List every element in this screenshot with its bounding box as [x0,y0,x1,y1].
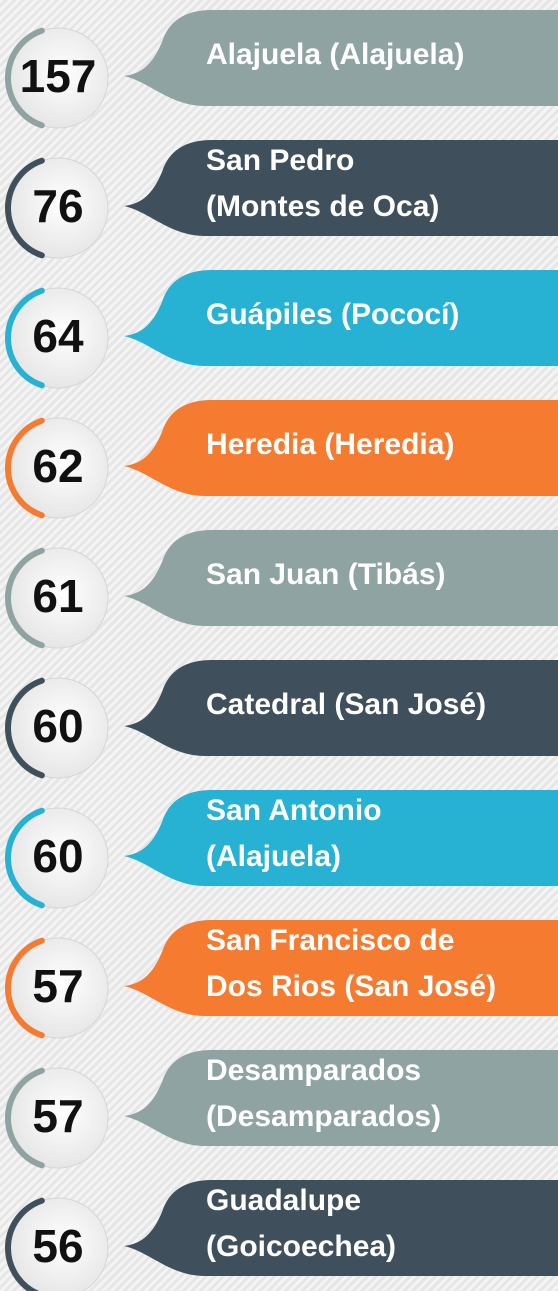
disc-accent [4,1197,45,1291]
list-item: 57 San Francisco de Dos Rios (San José) [4,920,558,1039]
count: 61 [32,570,83,622]
count: 64 [32,310,84,362]
count: 60 [32,830,83,882]
place-name: San Pedro [206,144,354,177]
place-name: Guadalupe [206,1184,361,1217]
ribbon [124,790,558,886]
list-item: 62 Heredia (Heredia) [5,400,558,519]
list-item: 60 Catedral (San José) [5,660,558,779]
disc-accent [5,27,45,129]
disc-accent [5,547,45,649]
ribbon [124,1050,558,1146]
list-item: 64 Guápiles (Pococí) [5,270,558,389]
place-name: (Desamparados) [206,1100,441,1133]
count: 56 [32,1220,83,1272]
list-item: 61 San Juan (Tibás) [5,530,558,649]
count: 157 [20,50,97,102]
ribbon [124,530,558,626]
place-name: Alajuela (Alajuela) [206,38,464,71]
place-name: Dos Rios (San José) [206,970,496,1003]
list-item: 57 Desamparados (Desamparados) [4,1050,558,1169]
disc-accent [5,157,45,259]
disc-accent [4,1067,45,1169]
place-name: Heredia (Heredia) [206,428,454,461]
place-name: (Alajuela) [206,840,341,873]
place-name: Desamparados [206,1054,421,1087]
disc-accent [5,417,45,519]
ribbon [124,270,558,366]
count: 76 [32,180,83,232]
disc-accent [5,677,45,779]
disc-accent [5,287,45,389]
place-name: Guápiles (Pococí) [206,298,459,331]
ribbon [124,1180,558,1276]
list-item: 60 San Antonio (Alajuela) [5,790,558,909]
ribbon [124,140,558,236]
place-name: Catedral (San José) [206,688,486,721]
list-item: 76 San Pedro (Montes de Oca) [5,140,558,259]
ribbon [124,10,558,106]
count: 57 [32,960,83,1012]
list-item: 157 Alajuela (Alajuela) [5,10,558,129]
list-item: 56 Guadalupe (Goicoechea) [4,1180,558,1291]
ribbon [124,920,558,1016]
place-name: San Francisco de [206,924,454,957]
disc-accent [4,937,45,1039]
count: 62 [32,440,83,492]
count: 57 [32,1090,83,1142]
disc-accent [5,807,45,909]
ribbon [124,400,558,496]
place-name: San Juan (Tibás) [206,558,446,591]
ribbon [124,660,558,756]
place-name: (Montes de Oca) [206,190,439,223]
place-name: (Goicoechea) [206,1230,396,1263]
place-name: San Antonio [206,794,382,827]
count: 60 [32,700,83,752]
